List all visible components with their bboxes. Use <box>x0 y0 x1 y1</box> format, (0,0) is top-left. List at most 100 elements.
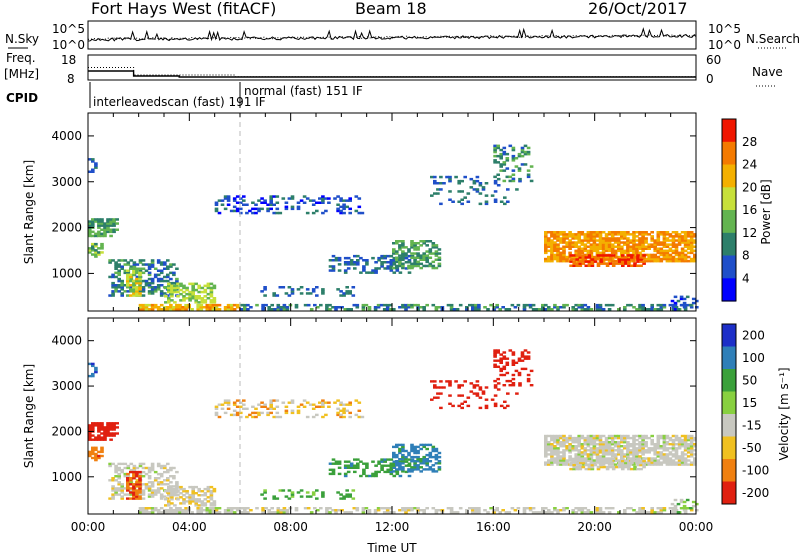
echo-cell <box>583 243 588 246</box>
echo-cell <box>504 308 509 311</box>
colorbar-segment <box>722 481 736 505</box>
echo-cell <box>273 308 277 311</box>
echo-cell <box>608 457 613 461</box>
echo-cell <box>308 403 313 406</box>
echo-cell <box>248 413 252 417</box>
echo-cell <box>493 394 498 397</box>
echo-cell <box>586 245 591 248</box>
echo-cell <box>693 445 697 448</box>
echo-cell <box>505 379 510 383</box>
echo-cell <box>91 374 95 378</box>
echo-cell <box>626 249 630 253</box>
echo-cell <box>571 445 575 448</box>
echo-cell <box>272 292 276 295</box>
echo-cell <box>638 253 642 257</box>
echo-cell <box>434 455 439 459</box>
echo-cell <box>135 489 139 492</box>
echo-cell <box>126 487 130 490</box>
echo-cell <box>607 303 612 307</box>
echo-cell <box>153 470 158 474</box>
echo-cell <box>562 509 566 512</box>
echo-cell <box>94 220 98 223</box>
echo-cell <box>229 308 234 311</box>
echo-cell <box>680 453 685 456</box>
echo-cell <box>430 194 434 197</box>
echo-cell <box>126 475 131 478</box>
echo-cell <box>356 261 360 264</box>
echo-cell <box>638 233 642 236</box>
echo-cell <box>668 253 673 257</box>
echo-cell <box>392 271 397 274</box>
echo-cell <box>112 432 116 435</box>
echo-cell <box>517 357 522 360</box>
echo-cell <box>601 231 606 234</box>
echo-cell <box>395 443 399 447</box>
echo-cell <box>356 462 360 465</box>
echo-cell <box>656 463 661 466</box>
echo-cell <box>260 411 264 415</box>
echo-cell <box>662 447 667 450</box>
echo-cell <box>147 475 152 478</box>
echo-cell <box>380 464 384 467</box>
echo-cell <box>398 460 403 463</box>
echo-cell <box>641 509 645 512</box>
echo-cell <box>147 485 152 488</box>
echo-cell <box>343 256 348 260</box>
echo-cell <box>209 504 214 507</box>
echo-cell <box>632 457 636 460</box>
echo-cell <box>212 286 217 290</box>
echo-cell <box>522 511 527 514</box>
echo-cell <box>325 303 329 307</box>
echo-cell <box>132 281 136 285</box>
echo-cell <box>398 264 402 268</box>
echo-cell <box>129 481 134 484</box>
echo-cell <box>117 468 121 472</box>
echo-cell <box>386 458 390 461</box>
echo-cell <box>425 462 429 465</box>
echo-cell <box>106 226 110 229</box>
colorbar-tick-label: -200 <box>742 486 769 500</box>
echo-cell <box>308 199 313 202</box>
echo-cell <box>644 239 648 242</box>
echo-cell <box>395 252 399 255</box>
echo-cell <box>147 290 152 293</box>
echo-cell <box>577 443 581 446</box>
echo-cell <box>496 146 500 150</box>
echo-cell <box>653 245 657 248</box>
echo-cell <box>562 445 566 448</box>
echo-cell <box>392 252 396 255</box>
echo-cell <box>635 443 639 446</box>
echo-cell <box>478 202 483 206</box>
echo-cell <box>674 455 679 458</box>
echo-cell <box>677 239 682 242</box>
echo-cell <box>641 303 645 307</box>
echo-cell <box>653 453 657 456</box>
echo-cell <box>590 465 595 469</box>
echo-cell <box>138 261 143 264</box>
echo-cell <box>665 457 670 460</box>
echo-cell <box>184 308 188 311</box>
echo-cell <box>610 303 615 307</box>
echo-cell <box>586 449 591 452</box>
echo-cell <box>150 485 155 488</box>
echo-cell <box>212 487 217 491</box>
echo-cell <box>170 502 174 505</box>
echo-cell <box>407 458 412 461</box>
echo-cell <box>305 495 310 498</box>
echo-cell <box>392 308 396 311</box>
echo-cell <box>94 234 98 238</box>
echo-cell <box>683 443 688 446</box>
echo-cell <box>339 290 343 293</box>
echo-cell <box>428 240 433 243</box>
echo-cell <box>315 497 319 500</box>
echo-cell <box>650 235 654 238</box>
echo-cell <box>520 148 525 152</box>
echo-cell <box>562 507 566 510</box>
echo-cell <box>356 458 360 461</box>
echo-cell <box>518 382 522 385</box>
echo-cell <box>495 306 499 309</box>
echo-cell <box>200 490 205 493</box>
echo-cell <box>439 188 443 191</box>
echo-cell <box>389 458 394 461</box>
echo-cell <box>362 462 366 465</box>
